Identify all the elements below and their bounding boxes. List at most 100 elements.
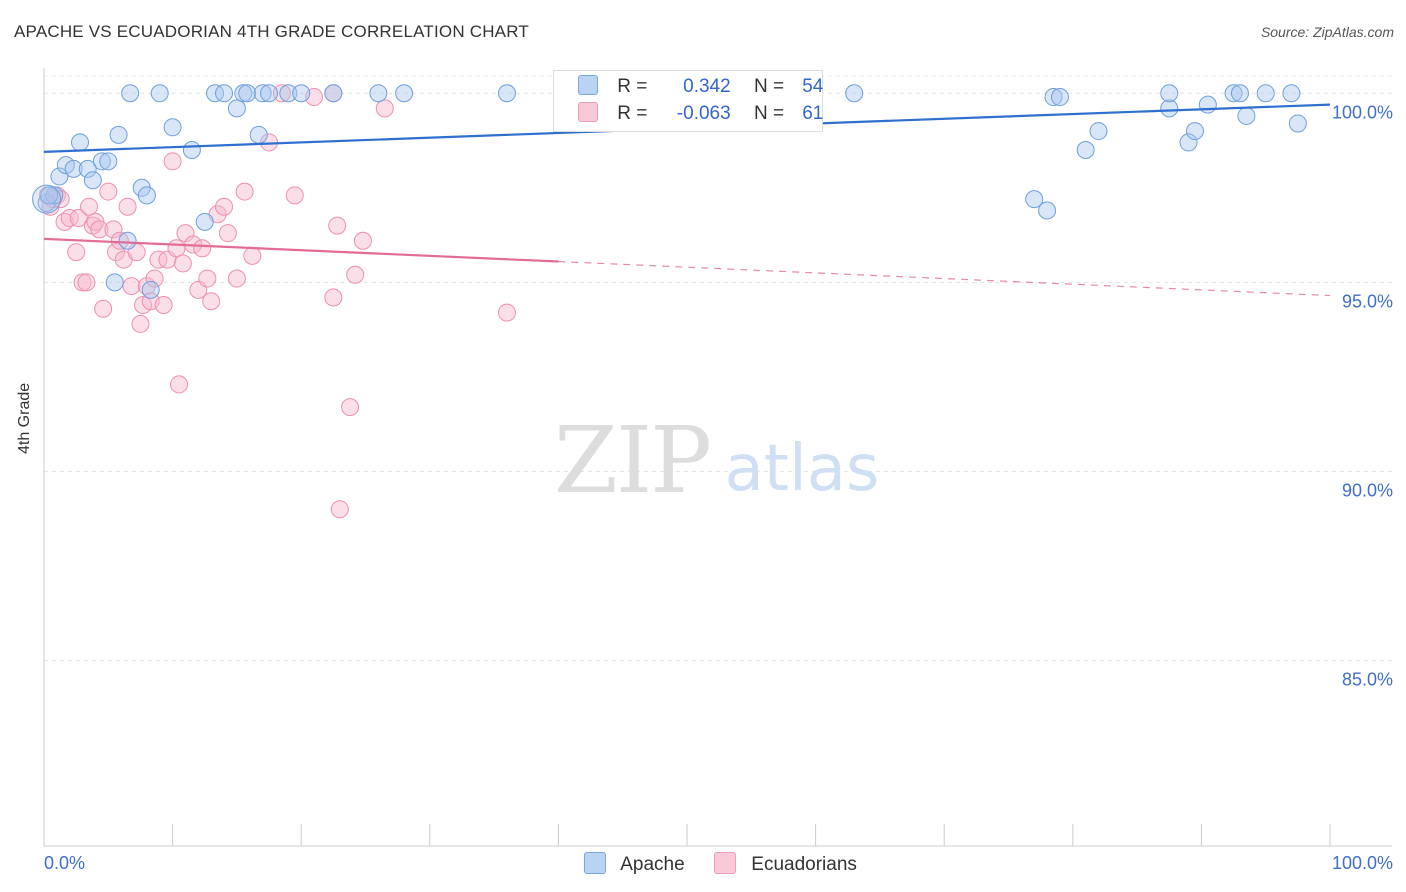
ecuadorians-point [145, 269, 164, 288]
ecuadorians-point [227, 269, 246, 288]
ecuadorians-point [167, 239, 186, 258]
apache-point [395, 84, 414, 103]
apache-point [121, 84, 140, 103]
apache-point [1198, 95, 1217, 114]
ecuadorians-point [118, 197, 137, 216]
legend-n-label: N = [753, 76, 785, 97]
ecuadorians-trend-line [43, 237, 559, 263]
ecuadorians-point [198, 269, 217, 288]
axes [43, 68, 1392, 847]
apache-point [497, 84, 516, 103]
apache-point [227, 99, 246, 118]
apache-point [279, 84, 298, 103]
ecuadorians-point [346, 265, 365, 284]
apache-point [1089, 122, 1108, 141]
apache-point [150, 84, 169, 103]
apache-r-value: 0.342 [683, 76, 731, 97]
tick-labels: 100.0% 95.0% 90.0% 85.0% 0.0% 100.0% [44, 102, 1393, 873]
apache-point [1160, 99, 1179, 118]
apache-point [845, 84, 864, 103]
apache-point [141, 280, 160, 299]
apache-point [182, 140, 201, 159]
apache-point [78, 159, 97, 178]
apache-point [215, 84, 234, 103]
ecuadorians-point [94, 299, 113, 318]
apache-point [238, 84, 257, 103]
apache-point [32, 184, 62, 214]
ecuadorians-point [73, 273, 92, 292]
y-tick-label: 100.0% [1332, 102, 1393, 122]
apache-points [32, 84, 1307, 299]
ecuadorians-point [497, 303, 516, 322]
ecuadorians-point [243, 246, 262, 265]
apache-point [1230, 84, 1249, 103]
ecuadorians-point [215, 197, 234, 216]
legend-row-ecuadorians: R = -0.063 N = 61 [578, 102, 823, 128]
ecuadorians-r-value: -0.063 [676, 103, 731, 124]
apache-point [1076, 140, 1095, 159]
apache-point [64, 159, 83, 178]
apache-point [1237, 106, 1256, 125]
y-tick-label: 90.0% [1342, 480, 1393, 500]
apache-point [1050, 88, 1069, 107]
ecuadorians-point [330, 500, 349, 519]
ecuadorians-point [324, 288, 343, 307]
apache-point [137, 186, 156, 205]
apache-point [71, 133, 90, 152]
ecuadorians-point [375, 99, 394, 118]
legend-item-apache[interactable]: Apache [584, 852, 685, 876]
legend-n-label: N = [753, 103, 785, 124]
legend-item-ecuadorians[interactable]: Ecuadorians [714, 852, 857, 876]
ecuadorians-n-value: 61 [802, 103, 824, 124]
apache-point [1179, 133, 1198, 152]
ecuadorians-point [235, 182, 254, 201]
ecuadorians-point [104, 220, 123, 239]
apache-point [206, 84, 225, 103]
gridlines [44, 75, 1392, 661]
watermark-atlas: atlas [725, 432, 880, 506]
y-tick-label: 85.0% [1342, 669, 1393, 689]
ecuadorians-point [218, 224, 237, 243]
chart-title: APACHE VS ECUADORIAN 4TH GRADE CORRELATI… [14, 22, 529, 41]
apache-point [105, 273, 124, 292]
x-tick-label: 0.0% [44, 853, 85, 873]
ecuadorians-trend-extension [558, 260, 1331, 297]
apache-point [92, 152, 111, 171]
ecuadorians-swatch [578, 102, 598, 122]
watermark-zip: ZIP [554, 407, 710, 514]
series-legend: Apache Ecuadorians [0, 852, 1406, 878]
apache-point [37, 193, 56, 212]
apache-point [1025, 190, 1044, 209]
apache-point [253, 84, 272, 103]
ecuadorians-point [80, 197, 99, 216]
legend-row-apache: R = 0.342 N = 54 [578, 75, 823, 101]
ecuadorians-point [272, 84, 291, 103]
correlation-legend: R = 0.342 N = 54 R = -0.063 N = 61 [553, 70, 823, 132]
y-tick-label: 95.0% [1342, 291, 1393, 311]
apache-point [1282, 84, 1301, 103]
apache-point [234, 84, 253, 103]
ecuadorians-point [77, 273, 96, 292]
ecuadorians-point [193, 239, 212, 258]
ecuadorians-point [69, 209, 88, 228]
ecuadorians-point [154, 296, 173, 315]
apache-n-value: 54 [802, 76, 824, 97]
ecuadorians-point [341, 398, 360, 417]
ecuadorians-point [67, 243, 86, 262]
apache-point [83, 171, 102, 190]
apache-legend-label: Apache [620, 854, 685, 875]
legend-r-label: R = [617, 103, 648, 124]
apache-legend-swatch [584, 852, 606, 874]
apache-point [50, 167, 69, 186]
ecuadorians-point [173, 254, 192, 273]
ecuadorians-point [107, 243, 126, 262]
apache-point [99, 152, 118, 171]
ecuadorians-point [122, 277, 141, 296]
apache-point [369, 84, 388, 103]
apache-point [163, 118, 182, 137]
ecuadorians-point [163, 152, 182, 171]
ecuadorians-point [170, 375, 189, 394]
apache-point [260, 84, 279, 103]
ecuadorians-point [131, 314, 150, 333]
